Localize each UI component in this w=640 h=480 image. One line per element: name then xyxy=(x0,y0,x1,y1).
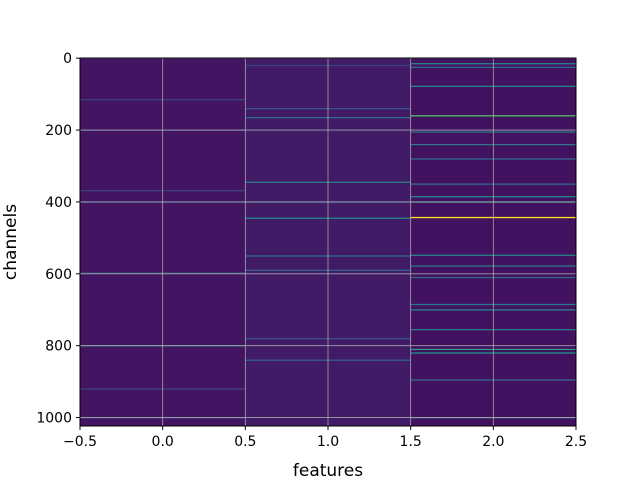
grid-lines xyxy=(80,58,576,426)
x-tick-label: −0.5 xyxy=(63,434,97,450)
x-axis-label: features xyxy=(293,461,363,480)
x-tick-label: 2.0 xyxy=(482,434,504,450)
x-tick-label: 0.5 xyxy=(234,434,256,450)
x-tick-label: 1.5 xyxy=(400,434,422,450)
y-tick-label: 0 xyxy=(63,51,72,67)
y-tick-label: 800 xyxy=(45,339,72,355)
y-tick-label: 400 xyxy=(45,195,72,211)
x-tick-label: 0.0 xyxy=(152,434,174,450)
x-tick-label: 1.0 xyxy=(317,434,339,450)
axis-ticks: −0.5 0.0 0.5 1.0 1.5 2.0 2.5 0 200 400 600 800 1000 xyxy=(36,51,587,450)
y-tick-label: 200 xyxy=(45,123,72,139)
y-axis-label: channels xyxy=(1,204,21,280)
x-tick-label: 2.5 xyxy=(565,434,587,450)
y-tick-label: 600 xyxy=(45,267,72,283)
y-tick-label: 1000 xyxy=(36,411,72,427)
